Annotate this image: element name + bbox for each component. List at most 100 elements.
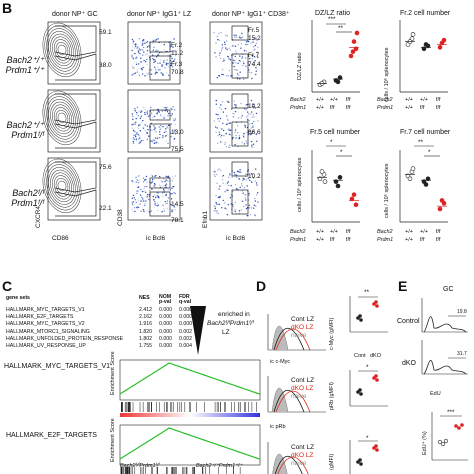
lz-dot	[166, 202, 168, 205]
cd38-dot	[242, 61, 245, 63]
cd38-dot	[250, 127, 253, 129]
lz-dot	[141, 73, 144, 75]
cd38-dot	[223, 135, 225, 137]
scatter3-point	[353, 202, 359, 208]
lz-dot	[146, 132, 148, 135]
scatter4-ylabel: cells / 10⁶ splenocytes	[384, 163, 390, 218]
lz-dot	[173, 38, 175, 40]
cd38-dot	[252, 38, 254, 41]
lz-dot	[142, 139, 145, 142]
cd38-dot	[245, 104, 248, 106]
cd38-dot	[227, 100, 229, 103]
cd38-dot	[253, 46, 255, 48]
cd38-dot	[225, 146, 228, 148]
lz-dot	[170, 203, 172, 206]
cd38-dot	[243, 178, 245, 180]
lz-dot	[144, 75, 146, 77]
s1-p3: f/f	[346, 105, 351, 111]
lz-dot	[144, 185, 146, 188]
cd38-dot	[221, 48, 223, 50]
lz-dot	[166, 179, 168, 182]
enriched-l1: enriched in	[218, 311, 250, 318]
gc-lz-gate	[54, 189, 97, 217]
gc-contour	[53, 175, 71, 197]
cd38-dot	[234, 36, 236, 38]
s3-p2: f/f	[330, 237, 335, 243]
lz-dot	[157, 108, 159, 110]
scatter1-point	[335, 79, 341, 85]
cd38-dot	[239, 55, 241, 57]
lz-dot	[151, 175, 154, 177]
lz-dot	[153, 200, 156, 203]
d-dots1-cont-pt	[358, 314, 362, 318]
lz-dot	[131, 38, 134, 41]
gsea-row-name: HALLMARK_UNFOLDED_PROTEIN_RESPONSE	[6, 335, 124, 342]
d-dots3-cont-pt	[359, 462, 363, 466]
gc-dz-gate	[54, 161, 97, 193]
lz-r2-b: 75.5	[171, 146, 184, 153]
cd38-dot	[213, 170, 215, 173]
cd38-dot	[247, 115, 249, 117]
lz-dot	[148, 135, 150, 137]
lz-dot	[170, 123, 172, 125]
scatter2-ylabel: cells / 10⁶ splenocytes	[384, 47, 390, 102]
cd38-r1-fr5: Fr.5	[248, 27, 260, 34]
gc-contour	[48, 166, 76, 205]
lz-dot	[153, 129, 155, 131]
lz-dot	[141, 197, 144, 199]
cd38-dot	[224, 142, 226, 144]
lz-dot	[157, 52, 160, 55]
cd38-dot	[229, 129, 232, 131]
cd38-dot	[214, 175, 216, 178]
cd38-dot	[255, 67, 257, 69]
lz-dot	[167, 115, 169, 117]
scatter4-point	[437, 206, 443, 212]
hist2-dko	[275, 390, 311, 413]
lz-dot	[164, 181, 166, 183]
cd38-dot	[238, 137, 240, 140]
lz-dot	[142, 177, 145, 179]
d-dots3-dko-pt	[374, 444, 378, 448]
cd38-dot	[248, 133, 250, 136]
lz-dot	[169, 54, 171, 56]
cd38-dot	[222, 129, 225, 132]
cd38-dot	[254, 107, 257, 109]
cd38-r1-fr7: Fr.7	[248, 52, 260, 59]
cd38-dot	[223, 58, 225, 60]
cd38-dot	[216, 182, 218, 185]
lz-dot	[132, 194, 135, 197]
gc-plot-frame	[47, 157, 101, 221]
lz-dot	[141, 61, 143, 63]
lz-dot	[173, 119, 175, 122]
lz-dot	[143, 179, 146, 181]
cd38-r2-b: 66.6	[248, 129, 261, 136]
lz-dot	[151, 188, 153, 190]
lz-dot	[171, 180, 174, 182]
lz-dot	[156, 72, 158, 74]
lz-dot	[163, 185, 165, 187]
gsea-row-value: 0.000	[159, 335, 172, 342]
cd38-dot	[236, 170, 239, 173]
cd38-dot	[255, 42, 258, 45]
d-dots3-dko-pt	[375, 448, 379, 452]
cd38-dot	[226, 48, 228, 51]
lz-dot	[144, 191, 147, 194]
lz-dot	[133, 207, 136, 209]
cd38-dot	[245, 108, 248, 110]
d-legend-dko-1: dKO LZ	[291, 324, 314, 331]
lz-dot	[144, 200, 146, 202]
lz-dot	[140, 200, 142, 202]
gsea-plot2-title: HALLMARK_E2F_TARGETS	[6, 432, 97, 439]
lz-dot	[138, 199, 140, 202]
lz-dot	[149, 52, 151, 54]
scatter3-point	[351, 192, 357, 197]
lz-dot	[144, 129, 146, 132]
col-title-gc: donor NP⁺ GC	[52, 11, 98, 18]
cd38-dot	[235, 34, 237, 36]
d-dots2-dko-pt	[374, 374, 378, 378]
lz-gate-top	[149, 109, 171, 121]
cd38-dot	[254, 214, 257, 217]
cd38-dot	[232, 112, 234, 115]
lz-gate-bottom	[149, 191, 171, 217]
cd38-dot	[235, 36, 238, 39]
